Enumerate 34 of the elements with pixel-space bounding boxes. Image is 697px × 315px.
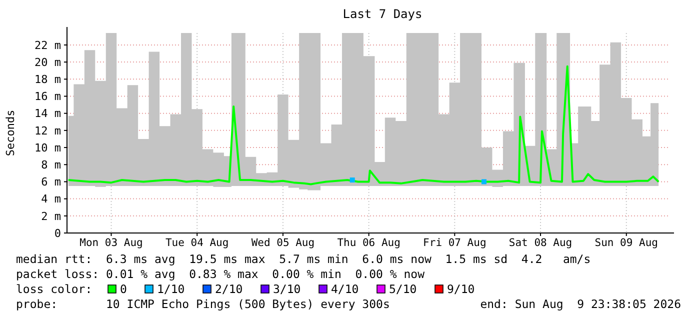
x-tick-label: Wed 05 Aug (251, 237, 315, 249)
legend-label: 4/10 (331, 282, 359, 296)
y-axis-title: Seconds (4, 110, 17, 156)
text: probe: 10 ICMP Echo Pings (500 Bytes) every 300s (16, 297, 390, 311)
text: end: Sun Aug 9 23:38:05 2026 (480, 297, 682, 311)
legend-label: 5/10 (389, 282, 417, 296)
legend-label: 2/10 (215, 282, 243, 296)
text: packet loss: 0.01 % avg 0.83 % max 0.00 % min 0.00 % now (16, 267, 425, 281)
legend-label: 9/10 (447, 282, 475, 296)
y-tick-label: 2 m (41, 210, 62, 223)
legend-label: 0 (120, 282, 127, 296)
y-tick-label: 0 (54, 226, 61, 240)
line-series (67, 65, 660, 186)
x-tick-label: Tue 04 Aug (165, 237, 229, 249)
x-tick-label: Mon 03 Aug (80, 237, 143, 249)
x-tick-label: Sat 08 Aug (508, 237, 572, 249)
y-tick-label: 4 m (41, 192, 62, 206)
y-tick-label: 22 m (34, 38, 62, 52)
y-tick-label: 18 m (34, 73, 62, 86)
legend-label: 3/10 (273, 282, 301, 296)
y-tick-label: 20 m (34, 56, 62, 69)
text: median rtt: 6.3 ms avg 19.5 ms max 5.7 ms min 6.0 ms now 1.5 ms sd 4.2 am/s (16, 252, 591, 266)
chart-title: Last 7 Days (342, 7, 422, 21)
x-tick-label: Thu 06 Aug (337, 237, 400, 249)
legend-title: loss color: (16, 282, 92, 296)
y-tick-label: 6 m (41, 176, 62, 189)
y-tick-label: 10 m (34, 141, 62, 154)
y-tick-label: 12 m (34, 124, 62, 138)
y-tick-label: 14 m (34, 107, 62, 120)
x-tick-label: Fri 07 Aug (423, 237, 486, 249)
x-tick-label: Sun 09 Aug (594, 237, 658, 249)
legend-label: 1/10 (157, 282, 185, 296)
y-tick-label: 8 m (41, 158, 62, 172)
y-tick-label: 16 m (34, 90, 62, 104)
